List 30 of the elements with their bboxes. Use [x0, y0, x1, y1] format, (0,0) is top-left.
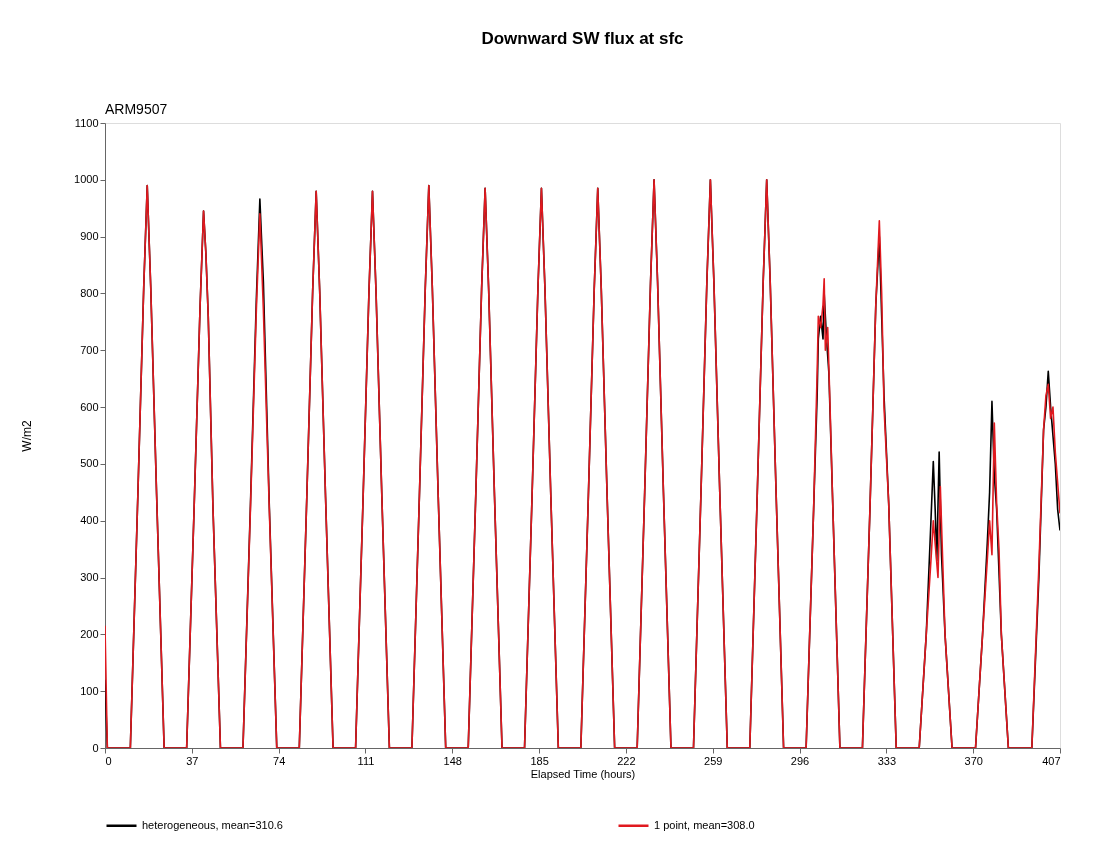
x-tick-label: 407	[1042, 754, 1061, 767]
y-tick-label: 800	[80, 286, 99, 299]
x-tick-label: 0	[105, 754, 112, 767]
y-tick-label: 600	[80, 400, 99, 413]
legend-label: 1 point, mean=308.0	[654, 818, 755, 831]
y-tick-label: 100	[80, 684, 99, 697]
y-tick-label: 700	[80, 343, 99, 356]
y-tick-label: 200	[80, 627, 99, 640]
chart-title: Downward SW flux at sfc	[481, 29, 684, 48]
y-tick-label: 1000	[74, 173, 99, 186]
y-axis-title: W/m2	[20, 420, 35, 452]
y-tick-label: 1100	[74, 116, 99, 129]
chart-subtitle: ARM9507	[105, 101, 168, 117]
x-tick-label: 296	[790, 754, 810, 767]
x-tick-label: 259	[704, 754, 723, 767]
x-tick-label: 185	[530, 754, 549, 767]
x-tick-label: 111	[357, 754, 375, 767]
x-tick-label: 148	[443, 754, 462, 767]
legend-label: heterogeneous, mean=310.6	[142, 818, 283, 831]
x-tick-label: 370	[964, 754, 983, 767]
x-tick-label: 333	[877, 754, 897, 767]
y-tick-label: 500	[80, 457, 99, 470]
y-tick-label: 0	[92, 741, 99, 754]
y-tick-label: 400	[80, 514, 99, 527]
x-tick-label: 37	[186, 754, 199, 767]
y-tick-label: 300	[80, 571, 99, 584]
y-tick-label: 900	[80, 230, 99, 243]
x-tick-label: 74	[273, 754, 286, 767]
x-tick-label: 222	[617, 754, 636, 767]
x-axis-title: Elapsed Time (hours)	[530, 767, 636, 780]
